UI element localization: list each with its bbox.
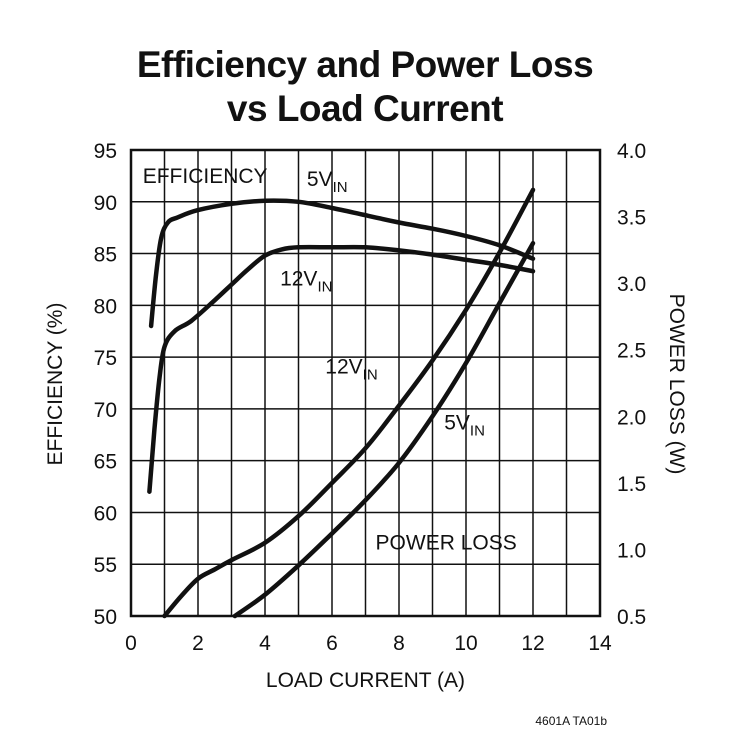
y-axis-label-right: POWER LOSS (W) <box>665 294 688 475</box>
y-tick-label-left: 95 <box>94 140 117 163</box>
power-loss-5vin-line <box>232 240 536 619</box>
y-tick-label-left: 50 <box>94 606 117 629</box>
annotation-eff-12vin: 12VIN <box>280 268 332 296</box>
y-tick-label-right: 2.5 <box>617 340 646 363</box>
y-tick-label-right: 2.0 <box>617 406 646 429</box>
y-tick-label-right: 1.0 <box>617 539 646 562</box>
y-tick-label-left: 90 <box>94 192 117 215</box>
x-tick-label: 14 <box>588 632 612 655</box>
chart-title-line1: Efficiency and Power Loss <box>137 44 593 85</box>
y-tick-label-right: 3.5 <box>617 207 646 230</box>
x-tick-label: 12 <box>521 632 544 655</box>
y-tick-label-left: 55 <box>94 554 117 577</box>
efficiency-12vin-line <box>147 244 536 494</box>
annotation-loss-5vin: 5VIN <box>444 412 485 440</box>
curves <box>147 187 536 619</box>
grid <box>131 150 600 616</box>
y-axis-label-left: EFFICIENCY (%) <box>44 303 67 466</box>
y-tick-label-right: 3.0 <box>617 273 646 296</box>
x-tick-label: 2 <box>192 632 204 655</box>
y-tick-label-right: 4.0 <box>617 140 646 163</box>
annotation-eff-5vin: 5VIN <box>307 168 348 196</box>
x-tick-label: 10 <box>454 632 477 655</box>
x-tick-label: 8 <box>393 632 405 655</box>
figure-code: 4601A TA01b <box>535 714 607 728</box>
y-tick-label-right: 1.5 <box>617 473 646 496</box>
annotation-power-loss: POWER LOSS <box>376 531 517 554</box>
plot-frame <box>129 148 602 618</box>
y-tick-label-left: 75 <box>94 347 117 370</box>
annotation-efficiency: EFFICIENCY <box>143 165 268 188</box>
y-tick-label-right: 0.5 <box>617 606 646 629</box>
power-loss-12vin-line <box>162 187 536 619</box>
tick-labels: 0 2 4 6 8 10 12 14 95 90 85 80 75 70 65 60 55 50 4.0 3.5 3.0… <box>94 140 647 655</box>
annotation-loss-12vin: 12VIN <box>325 356 377 384</box>
y-tick-label-left: 85 <box>94 244 117 267</box>
x-axis-label: LOAD CURRENT (A) <box>266 669 465 692</box>
x-tick-label: 6 <box>326 632 338 655</box>
y-tick-label-left: 80 <box>94 295 117 318</box>
efficiency-5vin-line <box>148 198 536 329</box>
x-tick-label: 0 <box>125 632 137 655</box>
y-tick-label-left: 65 <box>94 451 117 474</box>
y-tick-label-left: 70 <box>94 399 117 422</box>
y-tick-label-left: 60 <box>94 502 117 525</box>
x-tick-label: 4 <box>259 632 271 655</box>
chart-title-line2: vs Load Current <box>227 88 503 129</box>
